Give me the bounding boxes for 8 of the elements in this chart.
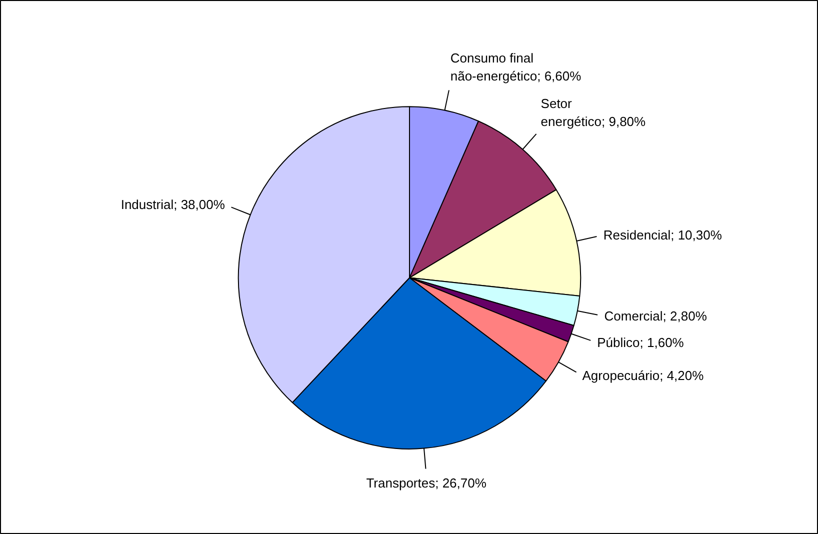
slice-label: Agropecuário; 4,20% [582, 368, 704, 384]
slice-label: Comercial; 2,80% [604, 308, 708, 324]
slice-label: Setor energético; 9,80% [540, 96, 646, 129]
slice-label: Transportes; 26,70% [366, 476, 487, 491]
slice-label: Consumo final não-energético; 6,60% [450, 50, 582, 84]
slice-label: Industrial; 38,00% [120, 197, 226, 212]
slice-label: Residencial; 10,30% [603, 228, 722, 243]
slice-label: Público; 1,60% [597, 335, 684, 350]
